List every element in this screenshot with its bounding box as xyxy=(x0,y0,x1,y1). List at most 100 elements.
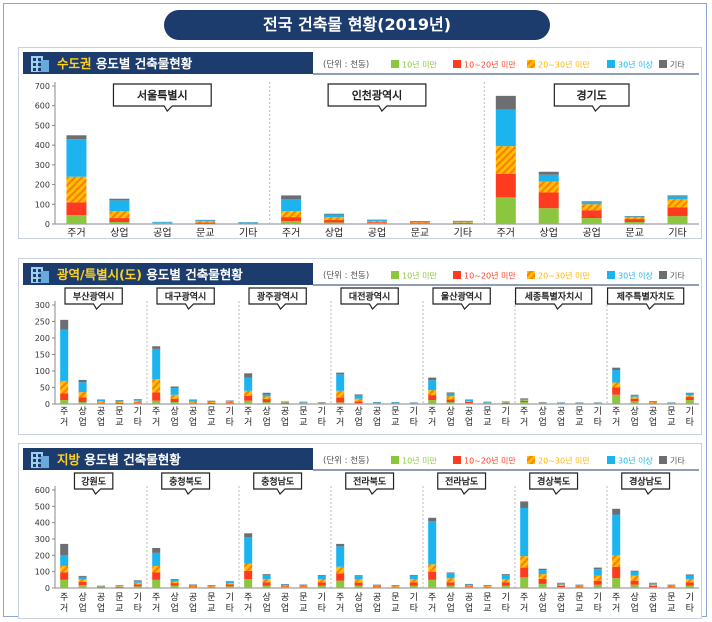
bar-segment-2 xyxy=(612,387,621,395)
bar-segment-3 xyxy=(630,575,639,581)
bar-segment-4 xyxy=(667,584,676,586)
x-tick-label: 업 xyxy=(465,603,473,614)
bar-segment-3 xyxy=(538,181,559,193)
building-icon-window xyxy=(33,459,36,462)
stacked-bar xyxy=(520,501,529,588)
building-icon-window xyxy=(33,279,36,282)
bar-segment-1 xyxy=(66,215,87,224)
region-label-outline xyxy=(621,472,671,495)
region-label-box: 대전광역시 xyxy=(340,287,399,310)
x-tick-label: 공 xyxy=(465,406,473,417)
bar-segment-3 xyxy=(501,579,510,583)
bar-segment-5 xyxy=(354,575,363,577)
region-label-outline xyxy=(112,83,212,112)
legend-item: 10~20년 미만 xyxy=(453,60,516,70)
bar-segment-3 xyxy=(446,578,455,583)
bar-segment-5 xyxy=(336,372,345,375)
bar-segment-4 xyxy=(649,401,657,403)
bar-segment-5 xyxy=(133,580,142,582)
x-tick-label: 타 xyxy=(410,603,419,614)
bar-segment-1 xyxy=(520,402,529,404)
x-tick-label: 기 xyxy=(594,406,602,417)
x-tick-label: 업 xyxy=(354,603,362,614)
x-tick-label: 교 xyxy=(483,418,491,428)
bar-segment-1 xyxy=(299,587,308,588)
x-tick-label: 상업 xyxy=(110,226,128,239)
bar-segment-1 xyxy=(244,400,253,404)
bar-segment-4 xyxy=(244,537,253,564)
bar-segment-1 xyxy=(262,402,271,404)
bar-segment-4 xyxy=(244,377,253,391)
x-tick-label: 교 xyxy=(667,418,675,428)
x-tick-label: 업 xyxy=(538,603,546,614)
bar-segment-5 xyxy=(152,346,161,349)
bar-segment-2 xyxy=(428,395,437,401)
bar-segment-5 xyxy=(262,392,271,395)
page-title: 전국 건축물 현황(2019년) xyxy=(164,10,550,40)
region-label: 강원도 xyxy=(81,475,107,487)
panel-metropolitan-cities: 광역/특별시(도) 용도별 건축물현황 (단위 : 천동) 10년 미만 10~20년… xyxy=(18,258,702,435)
bar-segment-4 xyxy=(336,374,345,391)
bar-segment-2 xyxy=(152,572,161,580)
bar-segment-5 xyxy=(593,567,602,570)
x-tick-label: 업 xyxy=(189,417,197,428)
stacked-bar xyxy=(649,582,657,588)
bar-segment-1 xyxy=(133,586,142,588)
bar-segment-1 xyxy=(483,587,492,588)
x-tick-label: 기 xyxy=(134,592,142,603)
x-tick-label: 타 xyxy=(594,603,603,614)
region-label-box: 부산광역시 xyxy=(64,287,123,310)
bar-segment-4 xyxy=(115,585,124,587)
stacked-bar xyxy=(452,220,473,224)
bar-segment-5 xyxy=(446,572,455,574)
bar-segment-2 xyxy=(336,573,345,581)
legend-swatch xyxy=(659,60,667,68)
y-tick-label: 400 xyxy=(35,141,50,150)
bar-segment-2 xyxy=(324,220,345,223)
bar-segment-4 xyxy=(195,220,216,222)
legend-item: 10년 미만 xyxy=(391,271,437,281)
legend-swatch xyxy=(607,456,615,464)
x-tick-label: 문 xyxy=(575,406,583,417)
bar-segment-2 xyxy=(428,571,437,580)
bar-segment-5 xyxy=(78,575,87,577)
bar-segment-1 xyxy=(538,403,547,404)
building-icon-window xyxy=(38,464,41,467)
bar-segment-5 xyxy=(170,386,179,389)
section-header-bar xyxy=(23,448,313,470)
x-tick-label: 공 xyxy=(649,406,657,417)
stacked-bar xyxy=(483,401,492,404)
bar-segment-3 xyxy=(262,396,271,400)
bar-segment-2 xyxy=(336,397,345,403)
stacked-bar xyxy=(66,135,87,224)
bar-segment-1 xyxy=(60,579,69,588)
bar-segment-4 xyxy=(189,399,197,402)
bar-segment-1 xyxy=(317,585,326,588)
bar-segment-4 xyxy=(465,584,473,586)
x-tick-label: 타 xyxy=(502,417,511,428)
x-tick-label: 문교 xyxy=(625,227,643,239)
bar-segment-1 xyxy=(685,585,694,588)
stacked-bar xyxy=(667,195,688,224)
x-tick-label: 상업 xyxy=(540,226,558,239)
x-tick-label: 거 xyxy=(428,417,436,428)
bar-segment-3 xyxy=(60,565,69,573)
legend-item: 기타 xyxy=(659,60,685,70)
bar-segment-4 xyxy=(281,199,302,212)
x-tick-label: 주 xyxy=(520,406,528,417)
stacked-bar xyxy=(299,401,308,404)
x-tick-label: 문교 xyxy=(196,227,214,239)
y-tick-label: 300 xyxy=(35,535,50,544)
bar-segment-2 xyxy=(78,397,87,403)
bar-segment-2 xyxy=(520,567,529,578)
bar-segment-4 xyxy=(60,555,69,566)
bar-segment-4 xyxy=(207,585,216,587)
bar-segment-3 xyxy=(649,584,657,586)
bar-segment-4 xyxy=(630,395,639,397)
bar-segment-1 xyxy=(612,394,621,404)
y-tick-label: 300 xyxy=(35,301,50,310)
panel-capital-region: 수도권 용도별 건축물현황 (단위 : 천동) 10년 미만 10~20년 미만 20~… xyxy=(18,47,702,239)
x-tick-label: 기 xyxy=(134,406,142,417)
x-tick-label: 타 xyxy=(226,603,235,614)
x-tick-label: 문교 xyxy=(411,227,429,239)
